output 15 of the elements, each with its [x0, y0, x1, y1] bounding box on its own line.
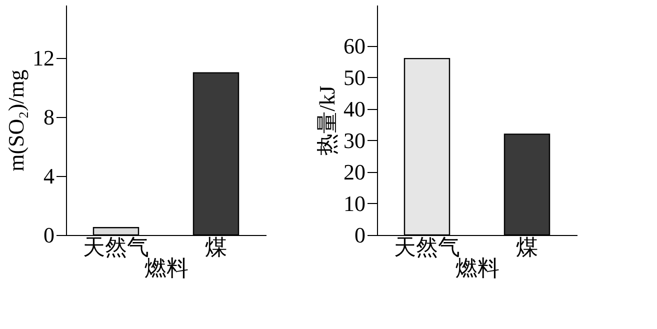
y-tick-label: 8 — [44, 104, 54, 130]
y-tick-label: 60 — [344, 33, 366, 58]
x-tick-label: 煤 — [516, 234, 538, 260]
y-tick-label: 12 — [32, 46, 54, 71]
y-tick-label: 4 — [44, 164, 54, 189]
x-tick-label: 煤 — [205, 234, 227, 260]
y-tick-label: 30 — [344, 128, 366, 153]
y-tick-label: 50 — [344, 64, 366, 90]
y-tick-label: 10 — [344, 190, 366, 216]
y-axis-title: m(SO₂)/mg — [4, 70, 28, 172]
y-axis-title: 热量/kJ — [314, 85, 340, 156]
y-tick-label: 40 — [344, 96, 366, 122]
y-tick-label: 0 — [44, 222, 54, 248]
y-tick-label: 20 — [344, 159, 366, 184]
y-tick-label: 0 — [354, 222, 366, 248]
